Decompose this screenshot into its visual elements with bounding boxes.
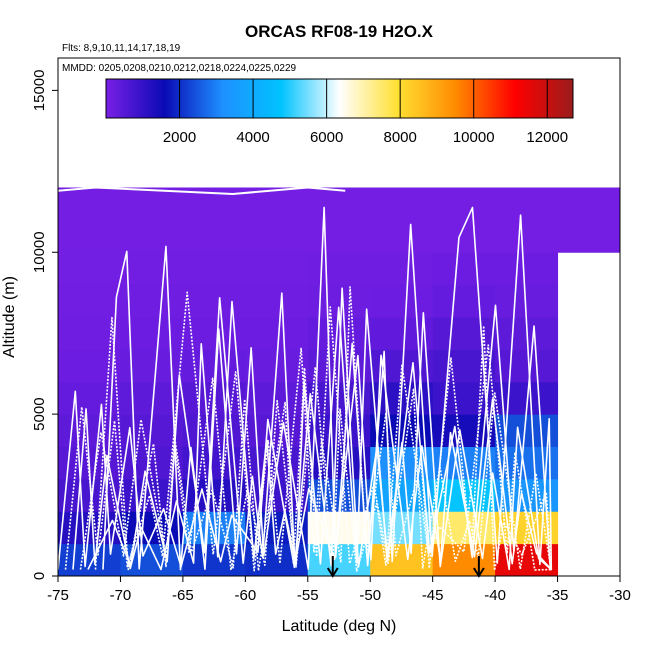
heatmap-cell xyxy=(432,252,496,286)
flight-track xyxy=(64,286,553,572)
heatmap-cell xyxy=(432,317,496,350)
heatmap-cell xyxy=(370,543,434,576)
x-tick-label: -40 xyxy=(484,587,506,604)
heatmap-cell xyxy=(58,187,121,253)
flight-track xyxy=(72,300,552,571)
x-tick-label: -65 xyxy=(172,587,194,604)
heatmap-cell xyxy=(370,252,434,286)
heatmap-cell xyxy=(182,252,246,286)
heatmap-cell xyxy=(370,187,434,253)
heatmap-cell xyxy=(245,187,309,253)
flight-track xyxy=(102,206,553,571)
dates-label: MMDD: 0205,0208,0210,0212,0218,0224,0225… xyxy=(62,63,297,74)
heatmap-cell xyxy=(432,187,496,253)
heatmap-cell xyxy=(58,284,121,318)
y-axis: 0 5000 10000 15000 xyxy=(31,70,58,580)
heatmap-cell xyxy=(58,252,121,286)
y-tick-label: 0 xyxy=(31,572,48,580)
x-tick-label: -70 xyxy=(110,587,132,604)
y-tick-label: 15000 xyxy=(31,70,48,112)
colorbar-tick-label: 12000 xyxy=(526,129,568,146)
colorbar-tick-label: 4000 xyxy=(236,129,269,146)
flights-label: Flts: 8,9,10,11,14,17,18,19 xyxy=(62,43,181,54)
x-tick-label: -45 xyxy=(422,587,444,604)
colorbar-tick-label: 2000 xyxy=(163,129,196,146)
heatmap-cell xyxy=(120,284,184,318)
heatmap-cell xyxy=(432,284,496,318)
heatmap-cell xyxy=(557,187,620,253)
y-axis-label: Altitude (m) xyxy=(1,276,18,358)
heatmap-cell xyxy=(495,187,559,253)
flight-track xyxy=(58,186,346,195)
colorbar-gradient xyxy=(105,78,574,119)
x-tick-label: -75 xyxy=(47,587,69,604)
heatmap-cell xyxy=(245,284,309,318)
y-tick-label: 5000 xyxy=(31,397,48,430)
colorbar-tick-label: 6000 xyxy=(310,129,343,146)
flight-tracks xyxy=(58,186,553,572)
heatmap-cell xyxy=(307,187,371,253)
heatmap-cell xyxy=(182,284,246,318)
heatmap-cell xyxy=(307,252,371,286)
x-axis: -75 -70 -65 -60 -55 -50 -45 -40 -35 -30 xyxy=(47,576,631,604)
y-tick-label: 10000 xyxy=(31,231,48,273)
plot-frame xyxy=(57,57,621,577)
flight-track xyxy=(94,316,552,572)
heatmap-cell xyxy=(120,349,184,383)
heatmap-cell xyxy=(120,187,184,253)
heatmap-cell xyxy=(182,187,246,253)
heatmap-cell xyxy=(182,414,246,447)
colorbar-tick-label: 8000 xyxy=(383,129,416,146)
heatmap-cell xyxy=(120,511,184,545)
x-tick-label: -35 xyxy=(547,587,569,604)
x-axis-label: Latitude (deg N) xyxy=(282,618,397,635)
heatmap-cell xyxy=(58,349,121,383)
flight-track xyxy=(58,287,552,571)
x-tick-label: -55 xyxy=(297,587,319,604)
heatmap-cell xyxy=(58,414,121,447)
colorbar-tick-label: 10000 xyxy=(453,129,495,146)
x-tick-label: -50 xyxy=(359,587,381,604)
x-tick-label: -30 xyxy=(609,587,631,604)
colorbar: 2000 4000 6000 8000 10000 12000 xyxy=(105,78,574,146)
heatmap-cell xyxy=(245,252,309,286)
heatmap-cell xyxy=(370,284,434,318)
x-tick-label: -60 xyxy=(234,587,256,604)
chart-title: ORCAS RF08-19 H2O.X xyxy=(245,22,434,41)
heatmap-cell xyxy=(495,349,559,383)
heatmap-cell xyxy=(245,317,309,350)
heatmap-cell xyxy=(495,252,559,286)
heatmap-cell xyxy=(120,252,184,286)
